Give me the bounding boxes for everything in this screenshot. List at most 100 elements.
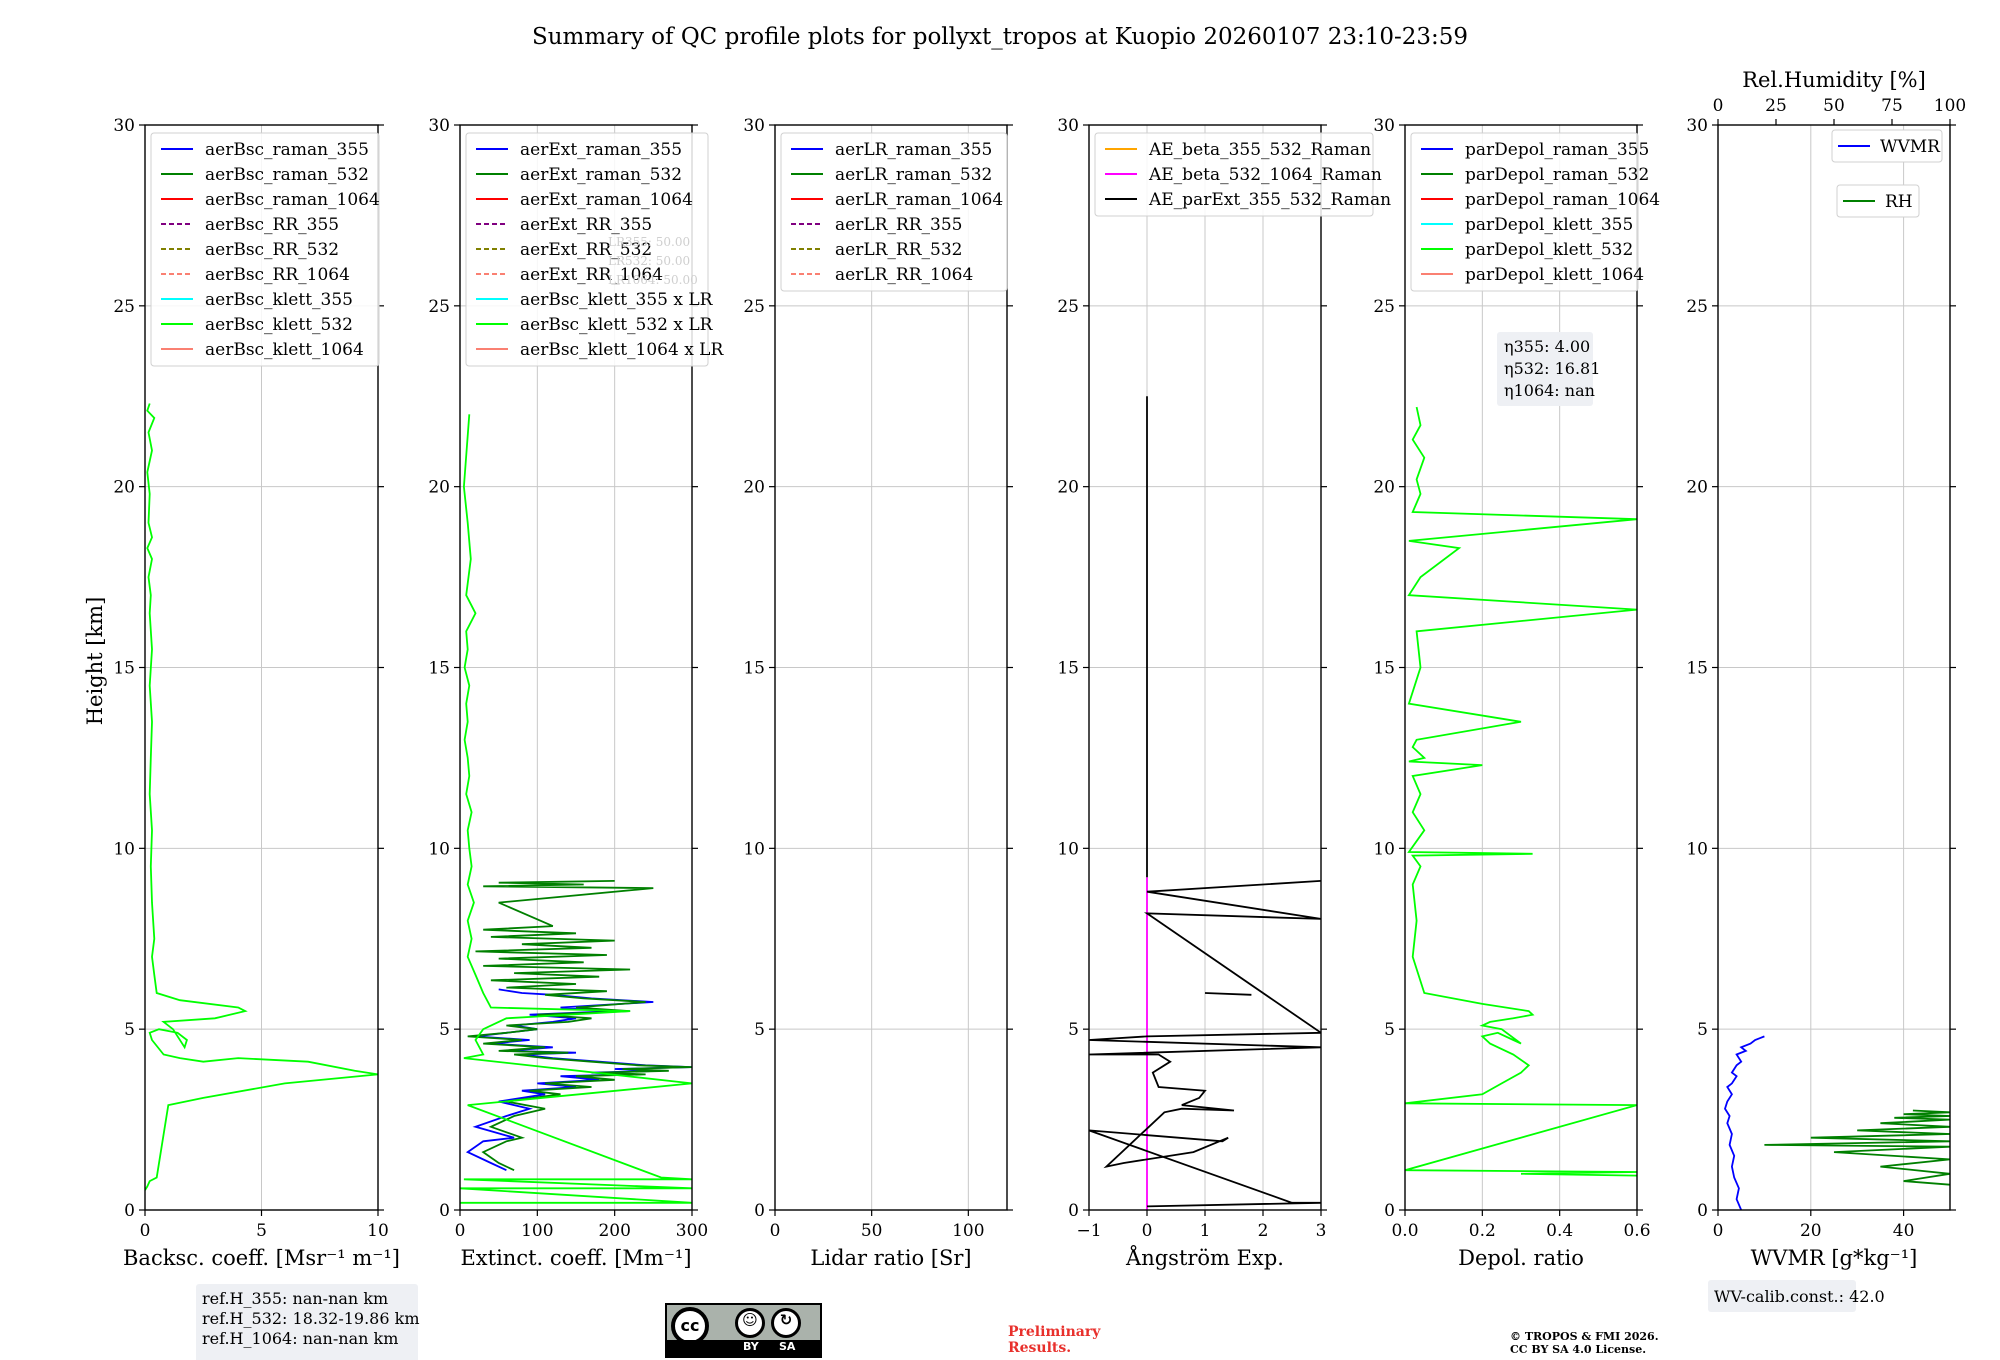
- cc-by-label: BY: [743, 1340, 759, 1353]
- y-tick-label: 25: [113, 297, 135, 317]
- legend-entry: parDepol_klett_355: [1465, 215, 1633, 235]
- x-axis-label: WVMR [g*kg⁻¹]: [1751, 1246, 1918, 1270]
- y-tick-label: 15: [428, 659, 450, 679]
- legend-entry: AE_parExt_355_532_Raman: [1148, 190, 1391, 210]
- x-tick-label: 50: [861, 1221, 883, 1241]
- legend-box: [780, 132, 1008, 292]
- legend-entry: aerBsc_raman_355: [205, 140, 369, 160]
- top-tick-label: 75: [1881, 96, 1903, 116]
- x-tick-label: 20: [1800, 1221, 1822, 1241]
- legend-entry: aerBsc_klett_532: [205, 315, 353, 335]
- x-tick-label: 100: [521, 1221, 553, 1241]
- series-AE_parExt_355_532_Raman_seg: [1204, 992, 1252, 996]
- legend-entry: AE_beta_355_532_Raman: [1148, 140, 1371, 160]
- x-tick-label: 300: [676, 1221, 708, 1241]
- legend-entry: aerExt_raman_355: [520, 140, 682, 160]
- y-tick-label: 5: [1697, 1020, 1708, 1040]
- y-tick-label: 15: [1057, 659, 1079, 679]
- x-tick-label: 0: [455, 1221, 466, 1241]
- series-aerExt_raman_532: [467, 880, 692, 1172]
- ref-height-box: [196, 1284, 418, 1360]
- y-tick-label: 30: [743, 116, 765, 136]
- top-tick-label: 50: [1823, 96, 1845, 116]
- top-tick-label: 0: [1713, 96, 1724, 116]
- legend-entry: aerLR_raman_355: [835, 140, 992, 160]
- y-tick-label: 25: [743, 297, 765, 317]
- y-tick-label: 30: [113, 116, 135, 136]
- x-tick-label: −1: [1076, 1221, 1101, 1241]
- y-tick-label: 20: [1057, 478, 1079, 498]
- legend-box: [1094, 132, 1374, 217]
- legend-entry: aerBsc_klett_1064 x LR: [520, 340, 724, 360]
- eta-1064: η1064: nan: [1504, 381, 1595, 400]
- y-tick-label: 0: [1697, 1201, 1708, 1221]
- series-aerBsc_klett_532 x LR: [460, 414, 692, 1204]
- legend-entry: aerLR_RR_1064: [835, 265, 973, 285]
- figure-title: Summary of QC profile plots for pollyxt_…: [532, 24, 1468, 50]
- legend-entry: parDepol_raman_532: [1465, 165, 1649, 185]
- panel-lidar_ratio: 0 50 100 0 5 10 15 20 25 30 Lidar ratio [Sr] aerLR_…: [743, 116, 1013, 1270]
- panel-backscatter: 0 5 10 0 5 10 15 20 25 30 Backsc. coeff. [Msr⁻¹ m⁻…: [113, 116, 400, 1270]
- y-tick-label: 30: [1686, 116, 1708, 136]
- series-RH: [1764, 1109, 1950, 1186]
- series-aerBsc_klett_532: [145, 403, 378, 1191]
- x-tick-label: 0.4: [1546, 1221, 1573, 1241]
- legend-entry: aerBsc_RR_532: [205, 240, 339, 260]
- cc-license-badge[interactable]: cc ☺ ↻ BY SA: [665, 1303, 822, 1358]
- legend-box: [465, 132, 709, 367]
- x-tick-label: 200: [598, 1221, 630, 1241]
- legend-box: [1410, 132, 1639, 292]
- legend-entry: parDepol_klett_1064: [1465, 265, 1644, 285]
- x-tick-label: 3: [1316, 1221, 1327, 1241]
- top-tick-label: 100: [1934, 96, 1966, 116]
- x-tick-label: 5: [256, 1221, 267, 1241]
- y-tick-label: 20: [428, 478, 450, 498]
- legend-entry: aerBsc_klett_1064: [205, 340, 364, 360]
- legend-entry: aerExt_raman_532: [520, 165, 682, 185]
- y-tick-label: 20: [1686, 478, 1708, 498]
- x-tick-label: 0: [1142, 1221, 1153, 1241]
- y-tick-label: 10: [113, 839, 135, 859]
- legend-entry: aerBsc_klett_355: [205, 290, 353, 310]
- ref-height-532: ref.H_532: 18.32-19.86 km: [202, 1309, 420, 1328]
- legend-entry: aerBsc_klett_355 x LR: [520, 290, 714, 310]
- series-AE_parExt_355_532_Raman: [1089, 880, 1321, 1208]
- legend-entry: aerExt_RR_1064: [520, 265, 663, 285]
- cc-sa-label: SA: [779, 1340, 796, 1353]
- legend-entry: RH: [1885, 192, 1913, 212]
- y-tick-label: 15: [1686, 659, 1708, 679]
- top-tick-label: 25: [1765, 96, 1787, 116]
- x-tick-label: 1: [1200, 1221, 1211, 1241]
- legend-entry: parDepol_klett_532: [1465, 240, 1633, 260]
- y-tick-label: 20: [743, 478, 765, 498]
- lr-note-3: LR1064: 50.00: [608, 273, 698, 287]
- x-tick-label: 0.0: [1391, 1221, 1418, 1241]
- y-tick-label: 5: [1068, 1020, 1079, 1040]
- cc-badge-bar: [667, 1340, 820, 1356]
- x-tick-label: 10: [367, 1221, 389, 1241]
- eta-532: η532: 16.81: [1504, 359, 1600, 378]
- y-tick-label: 10: [1686, 839, 1708, 859]
- wv-calib-label: WV-calib.const.: 42.0: [1714, 1287, 1885, 1306]
- y-tick-label: 10: [1373, 839, 1395, 859]
- y-tick-label: 15: [113, 659, 135, 679]
- y-tick-label: 10: [743, 839, 765, 859]
- x-tick-label: 2: [1258, 1221, 1269, 1241]
- x-tick-label: 0.6: [1623, 1221, 1650, 1241]
- y-tick-label: 0: [754, 1201, 765, 1221]
- wv-calib-box: [1708, 1280, 1856, 1312]
- legend-entry: parDepol_raman_1064: [1465, 190, 1660, 210]
- preliminary-line-1: Preliminary: [1008, 1324, 1101, 1340]
- y-tick-label: 25: [1057, 297, 1079, 317]
- eta-355: η355: 4.00: [1504, 337, 1590, 356]
- x-tick-label: 0: [770, 1221, 781, 1241]
- legend-entry: aerLR_raman_1064: [835, 190, 1003, 210]
- legend-entry: aerLR_raman_532: [835, 165, 992, 185]
- lr-note-2: LR532: 50.00: [608, 254, 690, 268]
- legend-entry: aerBsc_raman_1064: [205, 190, 380, 210]
- y-tick-label: 0: [1384, 1201, 1395, 1221]
- legend-box: [1831, 129, 1943, 163]
- preliminary-line-2: Results.: [1008, 1340, 1071, 1356]
- y-tick-label: 0: [439, 1201, 450, 1221]
